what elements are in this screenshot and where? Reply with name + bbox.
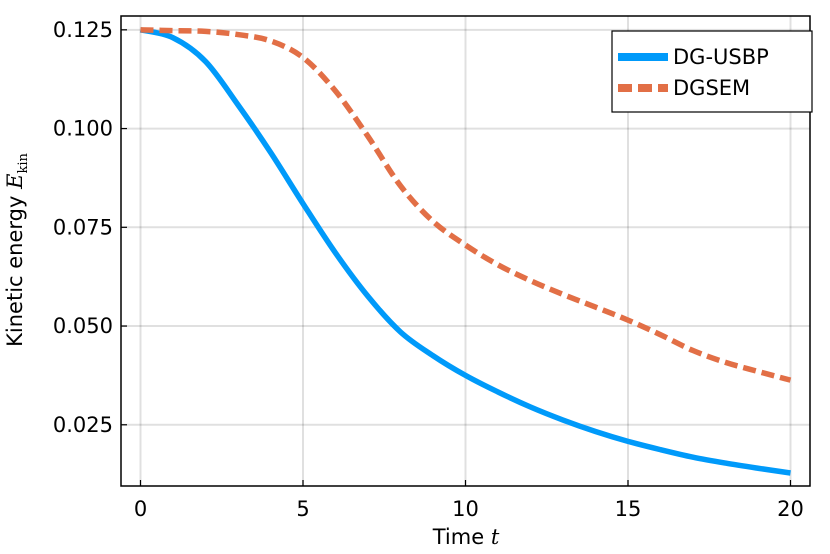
series-line-dgsem (140, 27, 792, 383)
legend-label-dg-usbp: DG-USBP (673, 45, 769, 69)
tick-marks (121, 29, 792, 486)
series-lines (139, 27, 792, 476)
y-tick-label: 0.075 (53, 215, 113, 239)
x-tick-label: 20 (777, 497, 804, 521)
y-tick-label: 0.100 (53, 117, 113, 141)
x-tick-label: 5 (296, 497, 309, 521)
x-tick-label: 0 (134, 497, 147, 521)
y-axis-label: Kinetic energy Ekin (3, 153, 31, 347)
grid (121, 16, 810, 486)
x-tick-label: 15 (615, 497, 642, 521)
tick-labels: 0 5 10 15 20 0.025 0.050 0.075 0.100 0.125 (53, 18, 804, 521)
y-tick-label: 0.025 (53, 413, 113, 437)
y-tick-label: 0.050 (53, 314, 113, 338)
x-tick-label: 10 (452, 497, 479, 521)
series-line-dg-usbp (139, 27, 791, 476)
y-tick-label: 0.125 (53, 18, 113, 42)
legend: DG-USBP DGSEM (611, 30, 813, 113)
legend-label-dgsem: DGSEM (673, 76, 750, 100)
x-axis-label: Time t (432, 525, 500, 549)
legend-box (611, 30, 813, 113)
